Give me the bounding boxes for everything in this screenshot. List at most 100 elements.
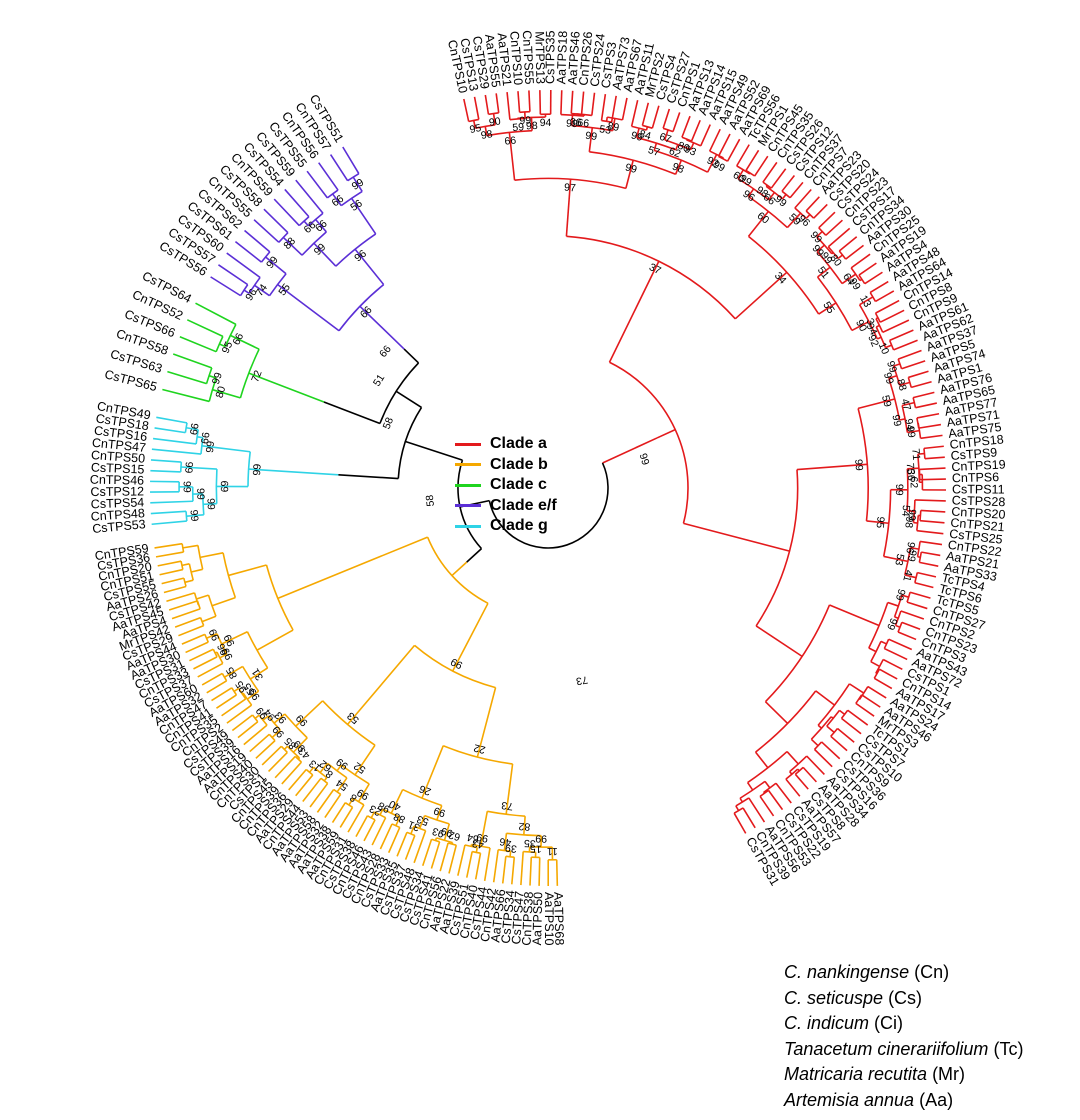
branch — [910, 546, 920, 550]
leaf-label: CsTPS11 — [952, 482, 1005, 496]
bootstrap-value: 72 — [249, 369, 264, 384]
branch — [663, 129, 669, 141]
branch — [324, 793, 342, 819]
branch — [802, 766, 817, 783]
branch-arc — [472, 850, 481, 854]
bootstrap-value: 99 — [222, 632, 238, 648]
branch — [439, 842, 449, 872]
leaf-label: AaTPS21 — [495, 32, 514, 87]
branch-arc — [789, 755, 808, 773]
bootstrap-value: 99 — [535, 832, 547, 844]
bootstrap-value: 53 — [892, 553, 906, 567]
branch — [430, 841, 441, 869]
tree-branches — [150, 90, 946, 887]
bootstrap-value: 62 — [908, 476, 920, 488]
leaf-label: CnTPS38 — [520, 891, 536, 946]
legend-swatch — [455, 504, 481, 508]
bootstrap-value: 8 — [348, 791, 359, 804]
bootstrap-value: 36 — [569, 116, 582, 129]
species-abbr: (Mr) — [932, 1064, 966, 1084]
branch — [847, 709, 869, 726]
branch — [474, 853, 482, 880]
branch — [797, 768, 800, 772]
branch-arc — [374, 811, 386, 819]
leaf-label: CsTPS16 — [93, 424, 148, 445]
bootstrap-value: 3 — [863, 316, 876, 327]
legend-item-clade-ef: Clade e/f — [455, 496, 557, 517]
bootstrap-value: 99 — [637, 452, 652, 467]
branch — [186, 514, 204, 517]
branch — [717, 133, 731, 157]
branch — [674, 159, 683, 175]
species-key: C. nankingense (Cn) C. seticuspe (Cs) C.… — [784, 960, 1023, 1113]
branch — [591, 92, 596, 116]
bootstrap-value: 99 — [889, 414, 903, 428]
branch-arc — [816, 251, 843, 285]
leaf-label: CnTPS10 — [507, 31, 525, 86]
branch — [888, 374, 898, 380]
branch — [528, 90, 531, 112]
branch — [150, 500, 193, 504]
branch — [764, 780, 771, 789]
bootstrap-value: 10 — [876, 341, 892, 357]
branch-arc — [487, 810, 526, 817]
bootstrap-value: 15 — [530, 842, 542, 854]
bootstrap-value: 26 — [417, 782, 432, 798]
branch — [600, 94, 607, 121]
branch — [255, 740, 276, 759]
branch — [816, 230, 823, 238]
branch — [747, 210, 770, 237]
branch — [911, 380, 932, 389]
branch — [347, 804, 365, 833]
branch — [902, 401, 915, 407]
branch-arc — [347, 172, 360, 182]
branch — [395, 816, 401, 827]
branch — [530, 117, 533, 131]
branch-arc — [278, 232, 289, 243]
bootstrap-value: 75 — [904, 462, 917, 474]
species-key-item: C. nankingense (Cn) — [784, 960, 1023, 986]
species-key-item: Tanacetum cinerariifolium (Tc) — [784, 1037, 1023, 1063]
bootstrap-value: 59 — [879, 394, 894, 408]
bootstrap-value: 95 — [469, 122, 483, 136]
branch — [921, 551, 941, 557]
branch-arc — [923, 448, 926, 459]
branch — [914, 581, 934, 589]
branch-arc — [221, 673, 228, 682]
leaf-label: CsTPS34 — [499, 890, 518, 945]
leaf-label: CnTPS26 — [576, 31, 595, 86]
branch — [880, 640, 887, 645]
branch — [319, 762, 329, 774]
branch — [214, 651, 218, 654]
branch — [888, 638, 913, 651]
branch — [211, 687, 233, 702]
branch — [883, 555, 909, 563]
branch — [476, 687, 497, 758]
bootstrap-value: 99 — [251, 463, 264, 476]
branch — [789, 771, 793, 775]
branch — [739, 797, 744, 803]
branch — [895, 624, 901, 628]
leaf-labels: CnTPS10CsTPS13CsTPS29AaTPS55AaTPS21CnTPS… — [90, 30, 1006, 946]
branch-arc — [897, 358, 903, 370]
branch — [794, 773, 809, 790]
species-name: Artemisia annua — [784, 1089, 915, 1110]
branch — [794, 188, 812, 209]
branch — [906, 601, 928, 610]
species-abbr: (Ci) — [874, 1013, 904, 1033]
branch — [434, 837, 438, 841]
branch — [845, 244, 864, 260]
branch — [901, 621, 921, 631]
bootstrap-value: 99 — [220, 646, 236, 662]
branch — [700, 124, 711, 147]
branch-arc — [607, 116, 623, 121]
branch — [830, 716, 834, 719]
branch — [254, 714, 260, 719]
branch — [588, 127, 594, 152]
branch — [313, 242, 337, 267]
branch — [786, 751, 799, 765]
branch — [256, 629, 294, 651]
leaf-label: CsTPS15 — [91, 460, 145, 476]
branch — [161, 577, 185, 585]
branch — [237, 721, 259, 739]
